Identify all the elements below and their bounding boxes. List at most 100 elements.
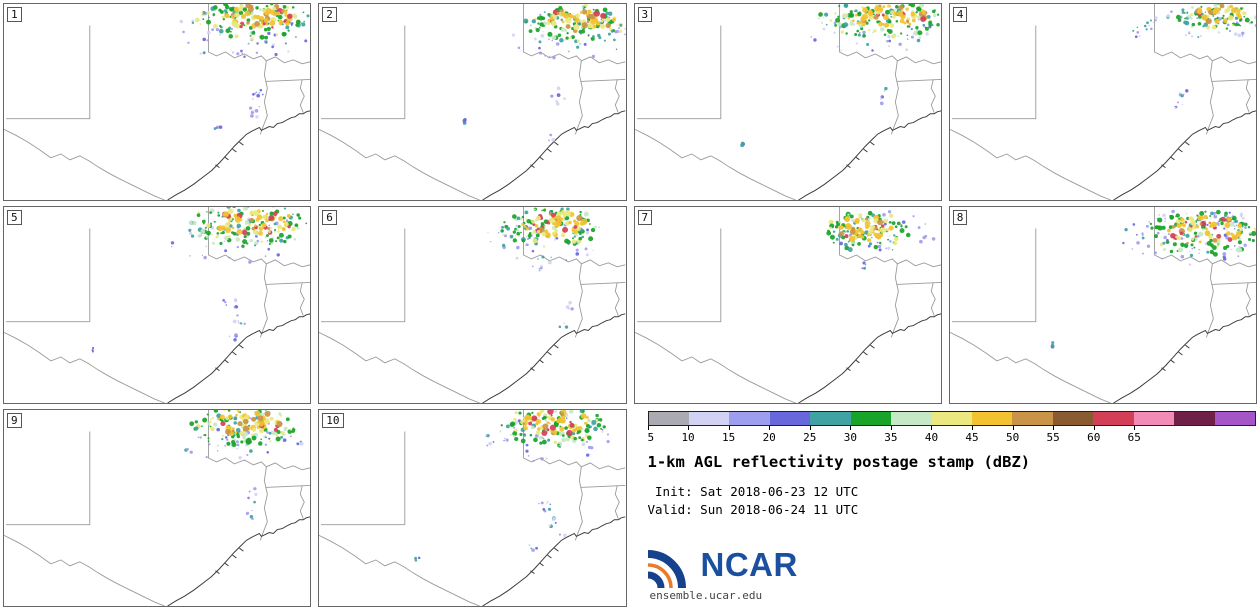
reflectivity-cell — [895, 19, 898, 23]
reflectivity-cell — [532, 459, 535, 462]
reflectivity-cell — [287, 234, 292, 239]
reflectivity-cell — [242, 7, 248, 12]
reflectivity-cell — [588, 426, 591, 429]
reflectivity-cell — [253, 92, 257, 95]
reflectivity-cell — [1198, 252, 1200, 254]
reflectivity-cell — [278, 412, 282, 416]
reflectivity-cell — [527, 455, 530, 457]
reflectivity-cell — [236, 434, 241, 439]
reflectivity-cell — [849, 229, 855, 235]
map-boundary — [215, 547, 244, 575]
reflectivity-cell — [219, 33, 222, 36]
reflectivity-cell — [910, 11, 915, 17]
map-boundary — [321, 431, 406, 526]
map-canvas — [949, 207, 1256, 403]
reflectivity-cell — [1169, 249, 1173, 254]
reflectivity-cell — [560, 18, 564, 22]
colorbar-segment — [972, 412, 1013, 425]
reflectivity-cell — [521, 239, 526, 243]
reflectivity-cell — [888, 240, 892, 243]
map-boundary — [482, 516, 626, 606]
map-boundary — [265, 79, 311, 82]
reflectivity-cell — [546, 502, 549, 504]
reflectivity-cell — [580, 10, 584, 14]
reflectivity-cell — [556, 102, 560, 106]
reflectivity-cell — [282, 216, 286, 220]
reflectivity-cell — [1191, 224, 1197, 230]
reflectivity-cell — [204, 433, 207, 437]
reflectivity-cell — [834, 225, 838, 229]
reflectivity-cell — [1166, 228, 1171, 233]
reflectivity-cell — [1250, 231, 1256, 237]
reflectivity-cell — [1220, 216, 1226, 222]
reflectivity-cell — [868, 242, 872, 246]
reflectivity-cell — [1160, 257, 1163, 260]
map-boundary — [265, 282, 311, 285]
reflectivity-cell — [561, 27, 566, 32]
map-boundary — [319, 332, 481, 403]
colorbar-segment — [1174, 412, 1215, 425]
reflectivity-cell — [1221, 16, 1224, 20]
reflectivity-cell — [557, 33, 562, 37]
reflectivity-cell — [219, 414, 225, 420]
reflectivity-cell — [829, 234, 835, 240]
reflectivity-cell — [201, 12, 204, 15]
reflectivity-cell — [543, 21, 548, 26]
reflectivity-cell — [915, 11, 918, 14]
reflectivity-cell — [1243, 243, 1247, 247]
reflectivity-cell — [578, 436, 582, 440]
reflectivity-cell — [234, 259, 236, 262]
reflectivity-cell — [1234, 16, 1238, 20]
reflectivity-cell — [247, 42, 250, 45]
reflectivity-cell — [908, 22, 911, 26]
reflectivity-cell — [220, 225, 226, 231]
reflectivity-cell — [243, 55, 246, 58]
reflectivity-cell — [859, 27, 863, 31]
reflectivity-cell — [935, 23, 940, 27]
reflectivity-cell — [262, 8, 267, 13]
reflectivity-cell — [1237, 247, 1242, 253]
reflectivity-cell — [284, 426, 288, 431]
reflectivity-cell — [1184, 20, 1190, 26]
reflectivity-cell — [875, 20, 879, 24]
colorbar-segment — [1052, 412, 1094, 425]
reflectivity-cell — [501, 225, 505, 229]
reflectivity-cell — [1149, 222, 1152, 225]
reflectivity-cell — [911, 215, 915, 218]
colorbar-segment — [1093, 412, 1134, 425]
reflectivity-cell — [209, 420, 212, 424]
reflectivity-cell — [201, 254, 204, 257]
reflectivity-cell — [528, 226, 533, 231]
reflectivity-cell — [523, 225, 527, 229]
reflectivity-cell — [554, 521, 557, 524]
reflectivity-cell — [579, 410, 583, 413]
reflectivity-cell — [560, 210, 566, 215]
reflectivity-cell — [1191, 22, 1195, 27]
reflectivity-cell — [1190, 6, 1194, 9]
reflectivity-cell — [1131, 29, 1135, 32]
reflectivity-cell — [271, 45, 274, 49]
reflectivity-cell — [235, 305, 239, 309]
reflectivity-cell — [1199, 222, 1202, 226]
map-boundary — [1205, 60, 1214, 135]
reflectivity-cell — [260, 438, 263, 441]
reflectivity-cell — [544, 229, 549, 234]
reflectivity-cell — [555, 236, 559, 240]
reflectivity-cell — [843, 234, 849, 239]
reflectivity-cell — [251, 97, 254, 100]
reflectivity-cell — [522, 422, 526, 425]
reflectivity-cell — [549, 133, 553, 137]
reflectivity-cell — [418, 556, 421, 560]
reflectivity-cell — [528, 421, 533, 426]
reflectivity-cell — [292, 13, 297, 18]
reflectivity-cell — [1211, 25, 1217, 30]
map-boundary — [319, 129, 481, 200]
reflectivity-cell — [1200, 35, 1202, 37]
reflectivity-cell — [250, 517, 254, 521]
reflectivity-cell — [1219, 4, 1225, 9]
reflectivity-cell — [837, 5, 840, 8]
reflectivity-cell — [1152, 21, 1154, 24]
reflectivity-cell — [906, 25, 909, 28]
reflectivity-cell — [265, 219, 269, 223]
reflectivity-cell — [231, 429, 235, 433]
